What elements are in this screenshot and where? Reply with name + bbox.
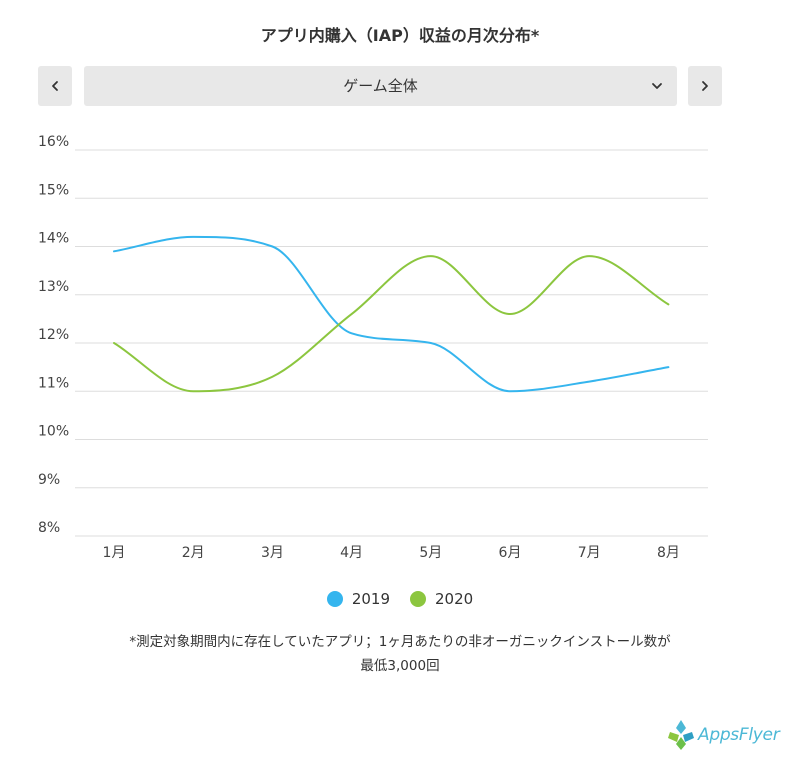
y-tick-label: 16% [38, 134, 69, 150]
y-tick-label: 8% [38, 520, 60, 536]
legend-item-2020[interactable]: 2020 [410, 590, 473, 608]
y-tick-label: 10% [38, 424, 69, 440]
appsflyer-logo-icon [668, 720, 694, 750]
legend-swatch-2019 [326, 591, 343, 607]
chevron-left-icon [52, 81, 58, 91]
footnote: *測定対象期間内に存在していたアプリ；1ヶ月あたりの非オーガニックインストール数… [50, 630, 750, 678]
x-tick-label: 4月 [340, 545, 363, 561]
legend-label-2020: 2020 [435, 590, 474, 608]
footnote-line-2: 最低3,000回 [360, 658, 440, 674]
line-chart: 8% 9% 10% 11% 12% 13% 14% 15% 16% 1月 2月 3月 4月 5月 6月 7月 8… [38, 134, 708, 561]
y-tick-label: 11% [38, 375, 69, 391]
y-tick-label: 9% [38, 472, 60, 488]
segment-dropdown[interactable]: ゲーム全体 [84, 66, 677, 106]
x-tick-label: 2月 [182, 545, 205, 561]
chart-title: アプリ内購入（IAP）収益の月次分布* [260, 26, 540, 45]
x-tick-label: 3月 [261, 545, 284, 561]
chart-legend: 2019 2020 [0, 590, 800, 608]
next-button[interactable] [688, 66, 722, 106]
legend-swatch-2020 [410, 591, 426, 607]
series-line-2019 [113, 235, 670, 393]
x-tick-label: 7月 [578, 545, 601, 561]
legend-label-2019: 2019 [351, 590, 390, 608]
appsflyer-logo: AppsFlyer [666, 718, 780, 752]
prev-button[interactable] [38, 66, 72, 106]
x-tick-label: 5月 [419, 545, 442, 561]
appsflyer-logo-text: AppsFlyer [698, 725, 780, 745]
x-tick-label: 1月 [103, 545, 126, 561]
x-tick-label: 6月 [499, 545, 522, 561]
y-tick-label: 14% [38, 231, 69, 247]
series-line-2020 [113, 255, 670, 393]
y-tick-label: 12% [38, 327, 69, 343]
x-tick-label: 8月 [657, 545, 680, 561]
y-tick-label: 13% [38, 279, 69, 295]
chevron-right-icon [702, 81, 708, 91]
y-tick-label: 15% [38, 182, 69, 198]
legend-item-2019[interactable]: 2019 [326, 590, 390, 608]
footnote-line-1: *測定対象期間内に存在していたアプリ；1ヶ月あたりの非オーガニックインストール数… [129, 634, 671, 650]
segment-dropdown-value: ゲーム全体 [343, 77, 418, 95]
chevron-down-icon [652, 83, 662, 89]
